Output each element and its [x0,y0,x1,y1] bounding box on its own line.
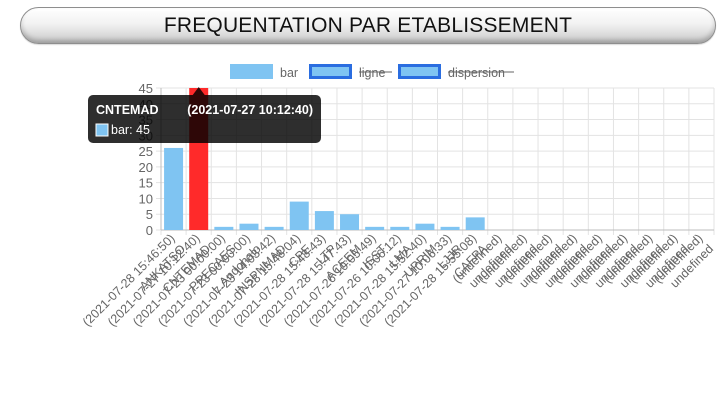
tooltip-box [88,95,321,143]
bar[interactable] [289,201,309,230]
page-title: FREQUENTATION PAR ETABLISSEMENT [163,13,573,37]
bar[interactable] [214,226,234,230]
tooltip-swatch [95,123,109,137]
legend-swatch[interactable] [309,64,352,79]
bar[interactable] [239,223,259,230]
tooltip-value: bar: 45 [111,123,150,137]
bar[interactable] [314,211,334,230]
bar[interactable] [340,214,360,230]
bar[interactable] [365,226,385,230]
bar[interactable] [440,226,460,230]
bar[interactable] [465,217,485,230]
tooltip-title-name: CNTEMAD [96,103,159,117]
y-tick-label: 20 [139,160,153,175]
y-tick-label: 45 [139,81,153,96]
tooltip-title-date: (2021-07-27 10:12:40) [187,103,313,117]
bar[interactable] [415,223,435,230]
legend-label[interactable]: bar [280,66,298,80]
legend-swatch[interactable] [230,64,273,79]
legend-swatch[interactable] [398,64,441,79]
bar[interactable] [164,147,184,230]
y-tick-label: 25 [139,144,153,159]
title-bar: FREQUENTATION PAR ETABLISSEMENT [20,7,716,44]
legend-label[interactable]: ligne [359,66,385,80]
bar[interactable] [264,226,284,230]
y-tick-label: 10 [139,191,153,206]
tooltip-caret [192,87,205,95]
legend-label[interactable]: dispersion [448,66,505,80]
y-tick-label: 5 [146,207,153,222]
y-tick-label: 15 [139,176,153,191]
bar[interactable] [390,226,410,230]
y-tick-label: 0 [146,223,153,238]
